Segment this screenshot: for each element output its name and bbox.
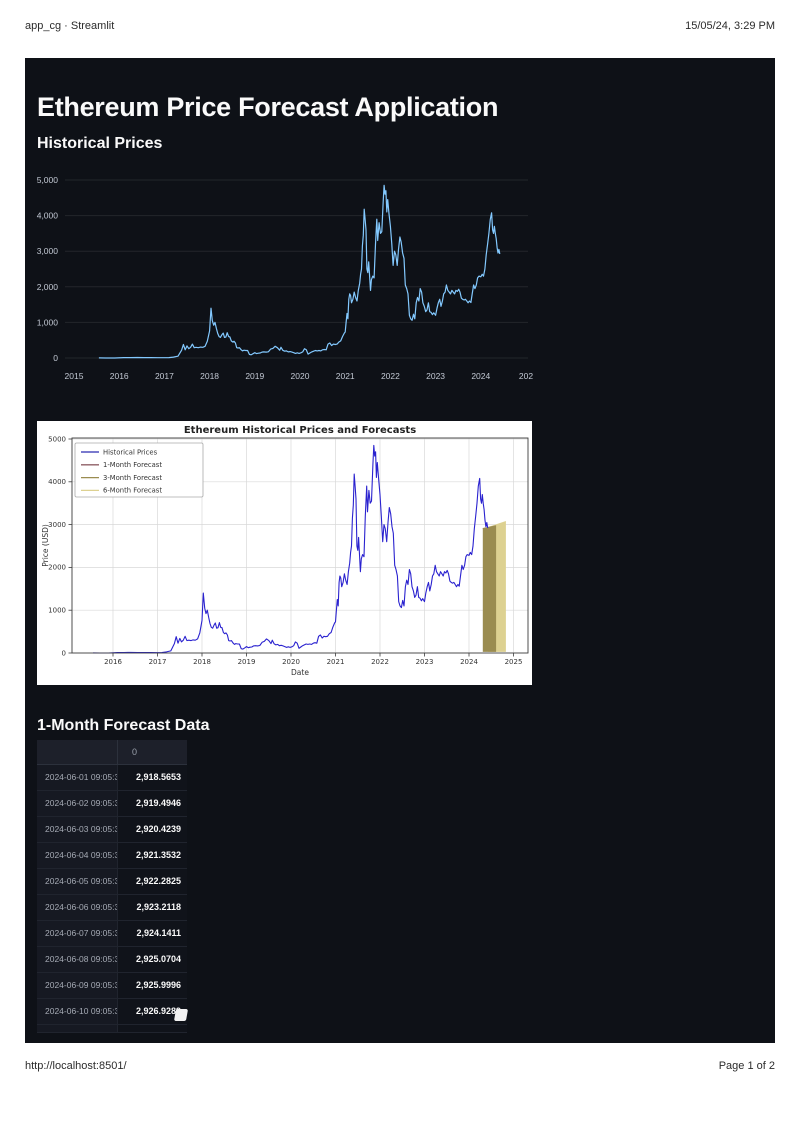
historical-price-chart[interactable]: 0 1,000 2,000 3,000 4,000 5,000 2015 2016 2017 20… bbox=[25, 160, 535, 400]
y-tick-label: 0 bbox=[53, 353, 58, 363]
value-cell[interactable]: 2,919.4946 bbox=[118, 791, 187, 816]
app-canvas: Ethereum Price Forecast Application Hist… bbox=[25, 58, 775, 1043]
date-cell[interactable]: 2024-06-09 09:05:33 bbox=[37, 973, 118, 998]
print-header: app_cg · Streamlit 15/05/24, 3:29 PM bbox=[25, 20, 775, 32]
historical-prices-heading: Historical Prices bbox=[37, 135, 163, 153]
x-axis-label: Date bbox=[291, 668, 309, 677]
forecast-figure-image: 2016 2017 2018 2019 2020 2021 2022 2023 2024 2025… bbox=[37, 421, 532, 685]
x-tick-label: 2024 bbox=[460, 658, 478, 666]
legend-label: 3-Month Forecast bbox=[103, 474, 162, 482]
y-tick-label: 1,000 bbox=[37, 317, 59, 327]
value-cell[interactable]: 2,925.9996 bbox=[118, 973, 187, 998]
x-tick-label: 2023 bbox=[416, 658, 434, 666]
print-document-title: app_cg · Streamlit bbox=[25, 20, 115, 32]
table-row: 2024-06-06 09:05:33 2,923.2118 bbox=[37, 895, 187, 921]
date-cell[interactable]: 2024-06-10 09:05:33 bbox=[37, 999, 118, 1024]
y-tick-label: 2,000 bbox=[37, 282, 59, 292]
x-tick-label: 2015 bbox=[65, 371, 84, 381]
x-tick-label: 2024 bbox=[471, 371, 490, 381]
x-tick-label: 202 bbox=[519, 371, 533, 381]
print-datetime: 15/05/24, 3:29 PM bbox=[685, 20, 775, 32]
table-row: 2024-06-04 09:05:33 2,921.3532 bbox=[37, 843, 187, 869]
3-month-forecast-band bbox=[482, 525, 497, 652]
dataframe-header-row: 0 bbox=[37, 740, 187, 765]
x-tick-label: 2016 bbox=[110, 371, 129, 381]
x-tick-label: 2017 bbox=[155, 371, 174, 381]
date-cell[interactable]: 2024-06-03 09:05:33 bbox=[37, 817, 118, 842]
forecast-data-heading: 1-Month Forecast Data bbox=[37, 717, 210, 735]
plot-spines bbox=[71, 437, 529, 654]
value-cell[interactable]: 2,921.3532 bbox=[118, 843, 187, 868]
y-tick-label: 5000 bbox=[48, 435, 66, 443]
print-url: http://localhost:8501/ bbox=[25, 1060, 127, 1072]
x-tick-label: 2021 bbox=[336, 371, 355, 381]
x-tick-label: 2018 bbox=[200, 371, 219, 381]
x-tick-label: 2020 bbox=[291, 371, 310, 381]
value-cell[interactable]: 2,923.2118 bbox=[118, 895, 187, 920]
table-row: 2024-06-09 09:05:33 2,925.9996 bbox=[37, 973, 187, 999]
date-cell[interactable]: 2024-06-04 09:05:33 bbox=[37, 843, 118, 868]
value-cell[interactable]: 2,920.4239 bbox=[118, 817, 187, 842]
date-cell[interactable]: 2024-06-02 09:05:33 bbox=[37, 791, 118, 816]
x-tick-label: 2021 bbox=[327, 658, 345, 666]
y-tick-label: 2000 bbox=[48, 564, 66, 572]
page-title: Ethereum Price Forecast Application bbox=[37, 92, 499, 123]
table-row: 2024-06-07 09:05:33 2,924.1411 bbox=[37, 921, 187, 947]
x-tick-label: 2025 bbox=[505, 658, 523, 666]
y-tick-label: 1000 bbox=[48, 607, 66, 615]
table-row: 2024-06-05 09:05:33 2,922.2825 bbox=[37, 869, 187, 895]
value-cell[interactable]: 2,922.2825 bbox=[118, 869, 187, 894]
print-footer: http://localhost:8501/ Page 1 of 2 bbox=[25, 1060, 775, 1072]
historical-series-line bbox=[98, 184, 501, 359]
table-resize-handle[interactable] bbox=[173, 1009, 189, 1021]
date-cell[interactable]: 2024-06-05 09:05:33 bbox=[37, 869, 118, 894]
x-tick-label: 2019 bbox=[238, 658, 256, 666]
figure-title: Ethereum Historical Prices and Forecasts bbox=[184, 425, 416, 436]
date-cell[interactable]: 2024-06-11 09:05:33 bbox=[37, 1025, 118, 1032]
forecast-dataframe[interactable]: 0 2024-06-01 09:05:33 2,918.5653 2024-06-0… bbox=[37, 740, 187, 1033]
date-cell[interactable]: 2024-06-06 09:05:33 bbox=[37, 895, 118, 920]
x-tick-label: 2017 bbox=[149, 658, 167, 666]
date-cell[interactable]: 2024-06-01 09:05:33 bbox=[37, 765, 118, 790]
print-page-number: Page 1 of 2 bbox=[718, 1060, 775, 1072]
legend-label: 1-Month Forecast bbox=[103, 461, 162, 469]
x-tick-label: 2022 bbox=[381, 371, 400, 381]
table-row-clipped: 2024-06-11 09:05:332,927.8582 bbox=[37, 1025, 187, 1033]
value-cell[interactable]: 2,925.0704 bbox=[118, 947, 187, 972]
table-row: 2024-06-08 09:05:33 2,925.0704 bbox=[37, 947, 187, 973]
x-tick-label: 2019 bbox=[245, 371, 264, 381]
legend-label: Historical Prices bbox=[103, 448, 158, 456]
table-row: 2024-06-10 09:05:33 2,926.9289 bbox=[37, 999, 187, 1025]
table-row: 2024-06-01 09:05:33 2,918.5653 bbox=[37, 765, 187, 791]
y-tick-label: 4,000 bbox=[37, 211, 59, 221]
y-tick-label: 3,000 bbox=[37, 246, 59, 256]
date-cell[interactable]: 2024-06-07 09:05:33 bbox=[37, 921, 118, 946]
legend-box bbox=[74, 442, 204, 498]
x-tick-label: 2020 bbox=[282, 658, 300, 666]
value-cell[interactable]: 2,918.5653 bbox=[118, 765, 187, 790]
x-tick-label: 2016 bbox=[104, 658, 122, 666]
legend-label: 6-Month Forecast bbox=[103, 487, 162, 495]
index-column-header[interactable] bbox=[37, 740, 118, 764]
y-axis-label: Price (USD) bbox=[41, 524, 50, 567]
date-cell[interactable]: 2024-06-08 09:05:33 bbox=[37, 947, 118, 972]
x-tick-label: 2018 bbox=[193, 658, 211, 666]
value-column-header[interactable]: 0 bbox=[132, 747, 138, 757]
table-row: 2024-06-02 09:05:33 2,919.4946 bbox=[37, 791, 187, 817]
y-tick-label: 5,000 bbox=[37, 175, 59, 185]
value-cell[interactable]: 2,924.1411 bbox=[118, 921, 187, 946]
y-tick-label: 3000 bbox=[48, 521, 66, 529]
y-tick-label: 0 bbox=[62, 649, 66, 657]
y-tick-label: 4000 bbox=[48, 478, 66, 486]
value-cell[interactable]: 2,927.8582 bbox=[118, 1025, 187, 1032]
x-tick-label: 2023 bbox=[426, 371, 445, 381]
table-row: 2024-06-03 09:05:33 2,920.4239 bbox=[37, 817, 187, 843]
historical-series-line bbox=[92, 444, 489, 654]
x-tick-label: 2022 bbox=[371, 658, 389, 666]
